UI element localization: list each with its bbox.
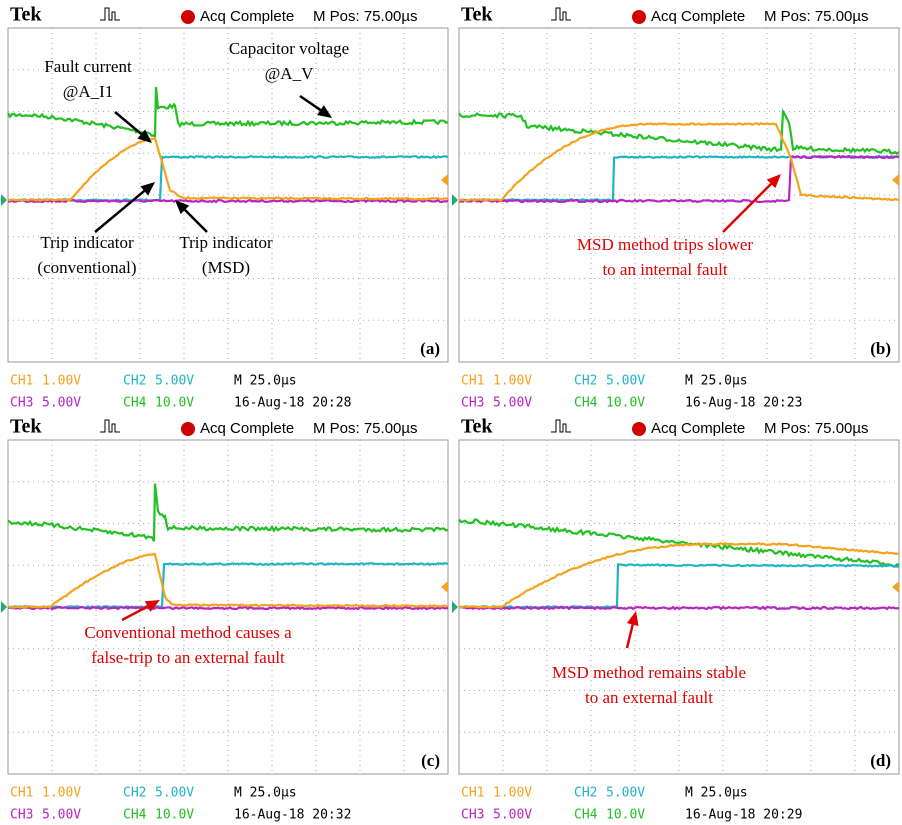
timebase: M 25.0µs (685, 374, 748, 389)
panel-label: (b) (870, 339, 891, 358)
annotation: Fault current (44, 57, 132, 76)
scope-panel: Tek Acq Complete M Pos: 75.00µs Fault curre… (1, 4, 448, 411)
ground-marker (452, 601, 458, 613)
annotation: @A_I1 (63, 82, 114, 101)
status-dot (181, 10, 195, 24)
timebase: M 25.0µs (685, 786, 748, 801)
status: Acq Complete (200, 8, 294, 25)
annotation: to an external fault (585, 688, 713, 707)
channel-scale: 5.00V (606, 786, 645, 801)
channel-scale: 5.00V (493, 808, 532, 823)
annotation: MSD method trips slower (577, 235, 753, 254)
status-dot (181, 422, 195, 436)
timestamp: 16-Aug-18 20:28 (234, 396, 351, 411)
annotation: (conventional) (37, 258, 136, 277)
channel-name: CH4 (123, 808, 147, 823)
trigger-icon (100, 8, 120, 20)
position: M Pos: 75.00µs (764, 420, 869, 437)
annotation: Capacitor voltage (229, 39, 349, 58)
channel-name: CH3 (10, 808, 33, 823)
channel-name: CH1 (461, 374, 484, 389)
channel-scale: 5.00V (493, 396, 532, 411)
channel-scale: 5.00V (155, 786, 194, 801)
ground-marker (1, 194, 7, 206)
annotation: Trip indicator (40, 233, 134, 252)
channel-scale: 5.00V (42, 808, 81, 823)
timebase: M 25.0µs (234, 374, 297, 389)
brand: Tek (461, 416, 493, 438)
annotation: Conventional method causes a (84, 623, 292, 642)
ground-marker (1, 601, 7, 613)
channel-scale: 10.0V (606, 396, 645, 411)
annotation: MSD method remains stable (552, 663, 746, 682)
panel-label: (c) (421, 751, 440, 770)
trigger-icon (551, 420, 571, 432)
channel-scale: 1.00V (42, 374, 81, 389)
annotation: (MSD) (202, 258, 250, 277)
channel-scale: 10.0V (155, 396, 194, 411)
annotation: to an internal fault (602, 260, 727, 279)
position: M Pos: 75.00µs (764, 8, 869, 25)
position: M Pos: 75.00µs (313, 420, 418, 437)
channel-scale: 5.00V (606, 374, 645, 389)
channel-scale: 10.0V (155, 808, 194, 823)
panel-label: (a) (420, 339, 440, 358)
channel-name: CH2 (123, 786, 146, 801)
timestamp: 16-Aug-18 20:29 (685, 808, 802, 823)
position: M Pos: 75.00µs (313, 8, 418, 25)
oscilloscope-figure: Tek Acq Complete M Pos: 75.00µs Fault curre… (0, 0, 902, 825)
channel-name: CH2 (574, 786, 597, 801)
timestamp: 16-Aug-18 20:32 (234, 808, 351, 823)
status-dot (632, 10, 646, 24)
panel-label: (d) (870, 751, 891, 770)
brand: Tek (461, 4, 493, 26)
channel-name: CH1 (10, 374, 33, 389)
channel-name: CH1 (461, 786, 484, 801)
status: Acq Complete (200, 420, 294, 437)
ground-marker (452, 194, 458, 206)
scope-panel: Tek Acq Complete M Pos: 75.00µs Conventiona… (1, 416, 448, 823)
channel-name: CH2 (123, 374, 146, 389)
annotation: false-trip to an external fault (91, 648, 285, 667)
channel-scale: 1.00V (42, 786, 81, 801)
status: Acq Complete (651, 8, 745, 25)
trigger-icon (551, 8, 571, 20)
status-dot (632, 422, 646, 436)
channel-name: CH4 (574, 396, 598, 411)
channel-name: CH3 (10, 396, 33, 411)
channel-scale: 5.00V (42, 396, 81, 411)
channel-name: CH3 (461, 396, 484, 411)
channel-scale: 1.00V (493, 786, 532, 801)
timestamp: 16-Aug-18 20:23 (685, 396, 802, 411)
status: Acq Complete (651, 420, 745, 437)
brand: Tek (10, 4, 42, 26)
trigger-icon (100, 420, 120, 432)
channel-name: CH4 (574, 808, 598, 823)
channel-name: CH4 (123, 396, 147, 411)
timebase: M 25.0µs (234, 786, 297, 801)
annotation: @A_V (265, 64, 314, 83)
channel-name: CH3 (461, 808, 484, 823)
channel-scale: 1.00V (493, 374, 532, 389)
brand: Tek (10, 416, 42, 438)
channel-name: CH1 (10, 786, 33, 801)
channel-scale: 10.0V (606, 808, 645, 823)
channel-name: CH2 (574, 374, 597, 389)
scope-panel: Tek Acq Complete M Pos: 75.00µs MSD method … (452, 4, 899, 411)
annotation: Trip indicator (179, 233, 273, 252)
scope-panel: Tek Acq Complete M Pos: 75.00µs MSD method … (452, 416, 899, 823)
channel-scale: 5.00V (155, 374, 194, 389)
